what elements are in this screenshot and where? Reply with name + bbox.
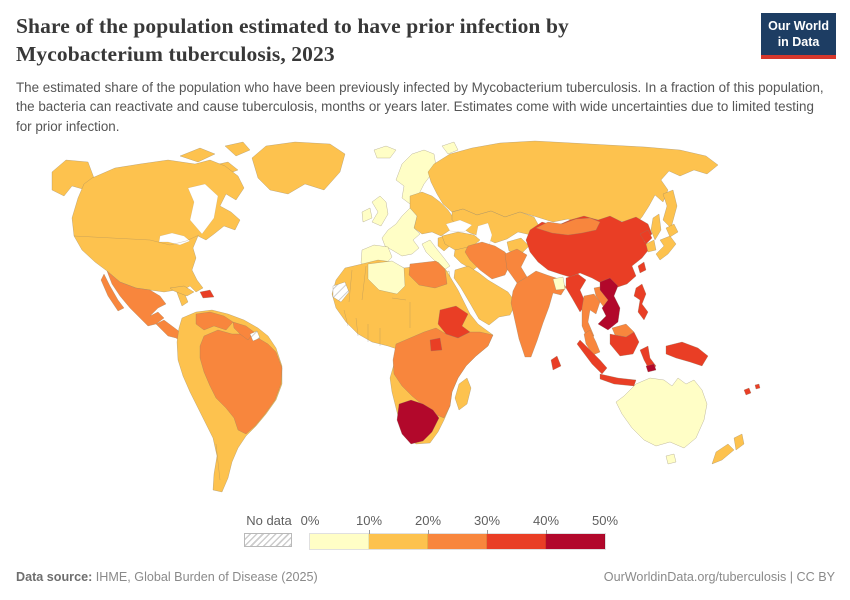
region-madagascar[interactable] (454, 377, 472, 411)
region-svalbard[interactable] (441, 141, 459, 155)
region-arctic-islands[interactable] (224, 141, 251, 157)
data-source: Data source: IHME, Global Burden of Dise… (16, 570, 318, 584)
region-china[interactable] (525, 215, 653, 289)
us-canada-border (73, 234, 200, 246)
owid-logo: Our World in Data (761, 13, 836, 60)
region-greenland[interactable] (251, 141, 346, 195)
legend-tick: 10% (355, 513, 383, 528)
owid-link[interactable]: OurWorldinData.org/tuberculosis | CC BY (603, 570, 835, 584)
data-source-text: IHME, Global Burden of Disease (2025) (92, 570, 318, 584)
legend-tickmark (369, 530, 370, 534)
hudson-bay (187, 183, 219, 235)
region-uganda[interactable] (429, 337, 443, 352)
region-afghanistan[interactable] (506, 237, 530, 255)
region-north-korea[interactable] (639, 229, 653, 245)
region-pakistan[interactable] (504, 248, 528, 284)
region-ethiopia[interactable] (437, 305, 471, 339)
region-arctic-islands[interactable] (179, 147, 216, 163)
region-mexico[interactable] (106, 270, 167, 327)
region-malay-peninsula[interactable] (583, 329, 601, 356)
region-cuba[interactable] (169, 285, 195, 297)
legend-color-scale: 0% 10% 20% 30% 40% 50% (301, 513, 618, 550)
legend-bucket-40-50[interactable] (546, 534, 605, 549)
legend-color-bar (309, 530, 606, 550)
legend-tickmark (487, 530, 488, 534)
region-egypt[interactable] (408, 260, 448, 289)
region-south-africa[interactable] (396, 399, 440, 445)
region-vietnam-cambodia[interactable] (597, 277, 621, 331)
region-australia[interactable] (615, 377, 708, 449)
region-libya[interactable] (367, 260, 406, 295)
region-western-sahara[interactable] (332, 281, 350, 303)
legend-no-data[interactable]: No data (244, 513, 294, 547)
west-africa-borders (343, 265, 411, 346)
region-sakhalin[interactable] (650, 213, 662, 241)
region-arabian-peninsula[interactable] (453, 265, 517, 326)
region-philippines[interactable] (633, 283, 649, 321)
region-french-guiana[interactable] (249, 330, 261, 342)
region-mongolia[interactable] (535, 217, 601, 236)
region-western-europe[interactable] (381, 207, 421, 257)
region-sri-lanka[interactable] (550, 355, 562, 371)
legend-no-data-swatch[interactable] (244, 533, 292, 547)
legend-tick: 40% (532, 513, 560, 528)
legend-tick: 0% (300, 513, 320, 528)
legend-tickmark (546, 530, 547, 534)
region-ireland[interactable] (361, 207, 373, 223)
region-fiji[interactable] (754, 383, 761, 390)
great-lakes (158, 232, 191, 246)
region-venezuela[interactable] (195, 311, 234, 331)
chart-subtitle: The estimated share of the population wh… (16, 79, 824, 134)
chart-footer: Data source: IHME, Global Burden of Dise… (0, 560, 850, 600)
region-kamchatka[interactable] (662, 189, 678, 229)
region-java[interactable] (599, 373, 637, 387)
region-new-guinea[interactable] (665, 341, 709, 367)
region-india[interactable] (510, 270, 567, 358)
legend-tick: 30% (473, 513, 501, 528)
world-map-svg (51, 140, 761, 493)
region-new-zealand-south[interactable] (711, 443, 735, 465)
region-taiwan[interactable] (637, 261, 647, 274)
region-north-america[interactable] (71, 159, 245, 307)
region-timor[interactable] (645, 363, 657, 373)
region-iran[interactable] (464, 241, 512, 280)
legend-bucket-0-10[interactable] (310, 534, 369, 549)
owid-logo-line1: Our World (768, 19, 829, 33)
region-iceland[interactable] (373, 145, 397, 159)
region-south-korea[interactable] (645, 239, 657, 253)
region-italy[interactable] (421, 239, 451, 271)
black-sea (445, 219, 473, 233)
region-borneo-indonesia[interactable] (609, 331, 640, 357)
region-new-zealand-north[interactable] (733, 433, 745, 451)
legend-tick: 20% (414, 513, 442, 528)
region-tasmania[interactable] (665, 453, 677, 465)
region-united-kingdom[interactable] (371, 195, 389, 227)
region-thailand[interactable] (581, 293, 601, 341)
legend-tickmark (428, 530, 429, 534)
legend-tick-labels: 0% 10% 20% 30% 40% 50% (301, 513, 618, 530)
legend-tick: 50% (591, 513, 619, 528)
region-fiji[interactable] (743, 387, 752, 396)
region-baja-california[interactable] (100, 273, 125, 312)
owid-logo-line2: in Data (777, 34, 820, 49)
page-title: Share of the population estimated to hav… (16, 14, 569, 67)
legend-no-data-label: No data (246, 513, 292, 528)
region-japan-hokkaido[interactable] (665, 223, 679, 238)
chart-header: Share of the population estimated to hav… (16, 12, 836, 136)
world-choropleth-map (0, 138, 850, 513)
data-source-label: Data source: (16, 570, 93, 584)
legend-bucket-20-30[interactable] (428, 534, 487, 549)
region-hispaniola[interactable] (199, 289, 215, 299)
legend-bucket-30-40[interactable] (487, 534, 546, 549)
region-guyanas[interactable] (232, 321, 255, 341)
chile-argentina-border (215, 443, 221, 481)
region-bangladesh[interactable] (552, 276, 566, 291)
region-sumatra[interactable] (576, 339, 608, 375)
region-central-east-africa[interactable] (392, 327, 494, 419)
legend-bucket-10-20[interactable] (369, 534, 428, 549)
region-japan-honshu[interactable] (655, 235, 677, 261)
